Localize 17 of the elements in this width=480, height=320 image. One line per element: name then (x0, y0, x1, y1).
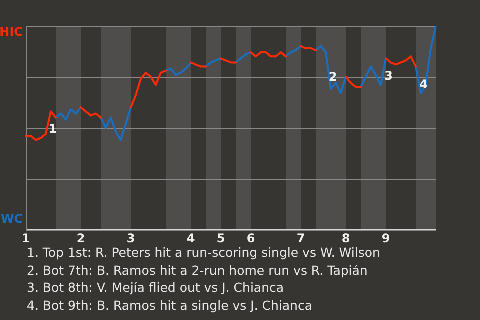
text: 1. Top 1st: R. Peters hit a run-scoring single vs W. Wilson (27, 244, 380, 262)
x-tick-label: 9 (382, 231, 390, 246)
text: 2. Bot 7th: B. Ramos hit a 2-run home run vs R. Tapián (27, 262, 369, 279)
x-tick-label: 2 (76, 231, 86, 246)
text: 4. Bot 9th: B. Ramos hit a single vs J. Chianca (27, 296, 314, 314)
x-tick-label: 3 (126, 231, 136, 246)
annotation: 1 (48, 122, 58, 136)
text: HIC (0, 25, 24, 40)
x-tick-label: 7 (296, 231, 306, 246)
annotation: 3 (384, 69, 394, 84)
x-tick-label: 1 (22, 231, 30, 246)
x-tick-label: 4 (186, 231, 196, 246)
text: 3. Bot 8th: V. Mejía flied out vs J. Chianca (27, 279, 286, 296)
x-tick-label: 8 (342, 231, 350, 246)
x-tick-label: 5 (216, 231, 226, 246)
text: WC (0, 212, 24, 226)
x-tick-label: 6 (246, 231, 256, 246)
